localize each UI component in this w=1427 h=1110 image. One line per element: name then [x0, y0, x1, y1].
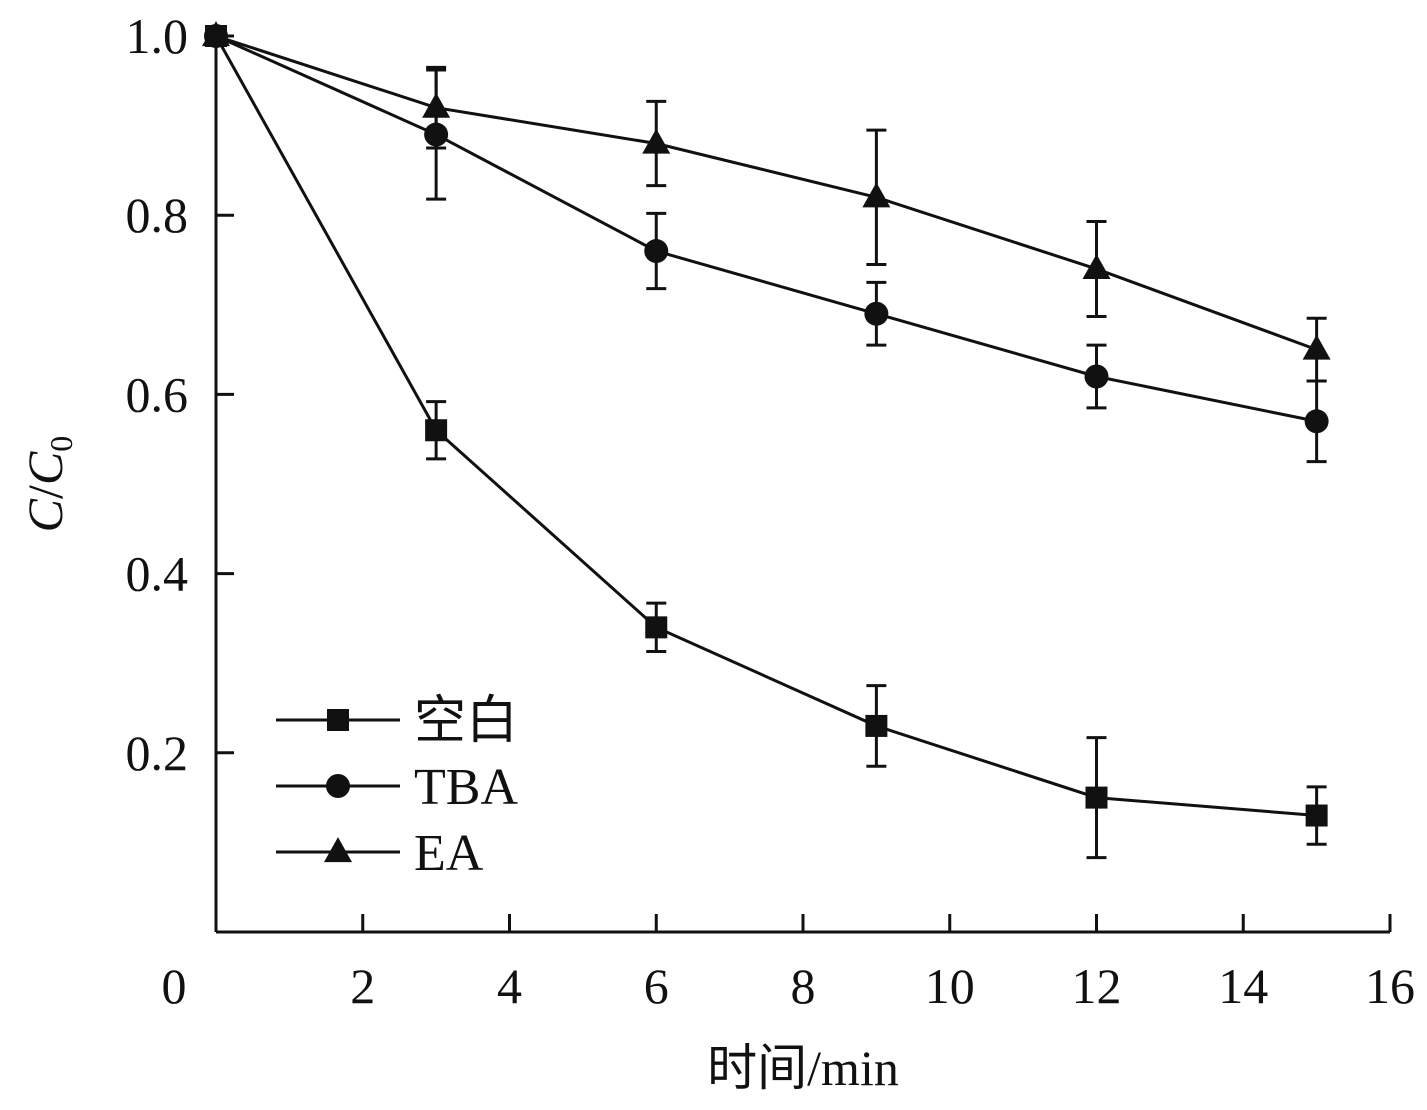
data-point — [864, 301, 889, 326]
data-point — [1305, 804, 1328, 827]
y-tick-label: 0.8 — [126, 187, 189, 243]
series-circle — [204, 24, 1329, 464]
legend: 空白 TBA EA — [276, 693, 518, 882]
y-tick-label: 0.6 — [126, 366, 189, 422]
x-tick-label: 12 — [1072, 958, 1122, 1014]
y-axis-label: C/C0 — [17, 436, 79, 533]
legend-marker — [327, 709, 349, 731]
data-point — [1302, 334, 1331, 360]
legend-item: EA — [276, 825, 484, 882]
legend-marker — [324, 837, 352, 863]
data-point — [862, 182, 891, 208]
series-triangle — [202, 21, 1331, 383]
legend-item: TBA — [276, 759, 518, 816]
x-axis-label: 时间/min — [707, 1040, 899, 1096]
x-tick-label: 0 — [162, 958, 187, 1014]
series-line — [214, 35, 1317, 818]
y-tick-label: 0.4 — [126, 546, 189, 602]
legend-label: TBA — [414, 759, 518, 816]
data-point — [425, 419, 448, 442]
y-tick-label: 0.2 — [126, 725, 189, 781]
axis-labels: 时间/min C/C0 — [17, 436, 899, 1096]
data-point — [642, 128, 671, 154]
series-layer — [202, 21, 1331, 860]
series-line — [215, 34, 1318, 352]
data-point — [1084, 364, 1109, 389]
series-square — [205, 25, 1328, 860]
x-tick-label: 8 — [791, 958, 816, 1014]
data-point — [422, 92, 451, 118]
legend-marker — [326, 774, 350, 798]
legend-label: EA — [414, 825, 484, 882]
data-point — [645, 616, 668, 639]
data-point — [865, 714, 888, 737]
y-tick-label: 1.0 — [126, 8, 189, 64]
x-tick-label: 4 — [497, 958, 522, 1014]
data-point — [644, 239, 669, 264]
x-tick-label: 16 — [1365, 958, 1415, 1014]
data-point — [1304, 409, 1329, 434]
data-point — [1082, 254, 1111, 280]
series-line — [215, 34, 1317, 423]
x-tick-label: 14 — [1218, 958, 1268, 1014]
data-point — [1085, 786, 1108, 809]
axes: 0 2 4 6 8 10 12 14 16 0.2 0.4 0.6 0.8 1.0 — [126, 8, 1416, 1014]
x-tick-label: 2 — [350, 958, 375, 1014]
legend-label: 空白 — [414, 693, 518, 750]
legend-item: 空白 — [276, 693, 518, 750]
x-tick-label: 6 — [644, 958, 669, 1014]
x-tick-label: 10 — [925, 958, 975, 1014]
data-point — [202, 21, 230, 47]
